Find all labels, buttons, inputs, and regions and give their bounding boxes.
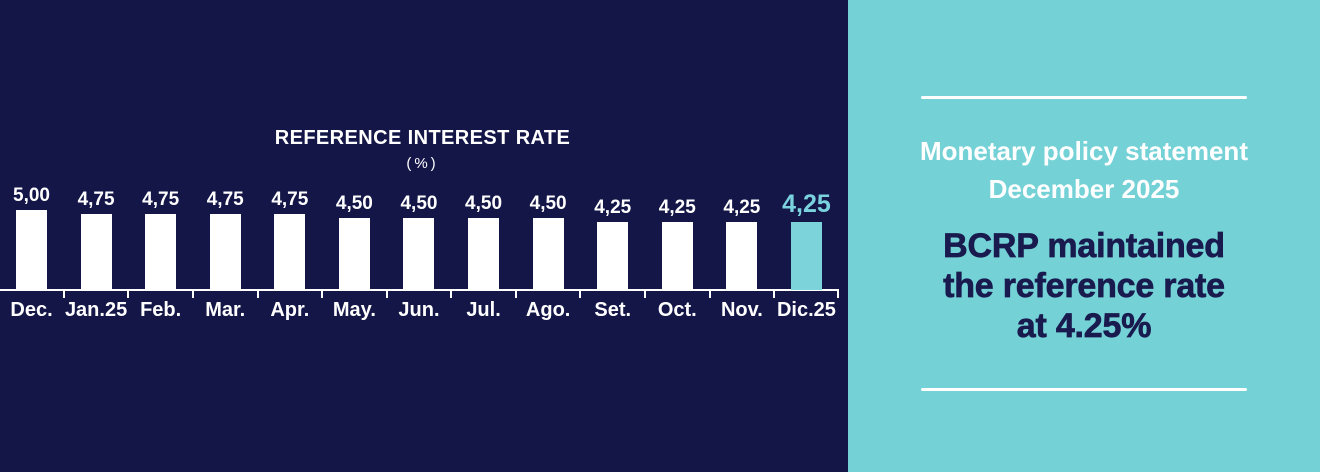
headline-line-3: at 4.25% <box>1016 307 1152 346</box>
month-label-apr: Apr. <box>270 299 310 321</box>
axis-tick <box>708 291 711 298</box>
bar-jul <box>468 218 500 290</box>
statement-line-1: Monetary policy statement <box>920 136 1248 166</box>
statement-headline: BCRP maintained the reference rate at 4.… <box>848 226 1320 346</box>
headline-line-1: BCRP maintained <box>943 227 1226 266</box>
axis-end-tick <box>837 291 839 298</box>
value-label-set: 4,25 <box>594 197 632 218</box>
value-label-jul: 4,50 <box>465 193 503 214</box>
bar-mar <box>209 214 241 290</box>
axis-tick <box>450 291 453 298</box>
value-label-may: 4,50 <box>335 193 373 214</box>
axis-tick <box>321 291 324 298</box>
axis-tick <box>127 291 130 298</box>
axis-tick <box>62 291 65 298</box>
bottom-divider-line <box>921 388 1247 391</box>
value-label-apr: 4,75 <box>271 189 309 210</box>
bar-jun <box>403 218 435 290</box>
month-label-mar: Mar. <box>205 299 246 321</box>
axis-tick <box>514 291 517 298</box>
month-label-nov: Nov. <box>720 299 763 321</box>
chart-header: REFERENCE INTEREST RATE (%) <box>0 127 845 172</box>
value-label-ago: 4,50 <box>529 193 567 214</box>
bar-apr <box>274 214 306 290</box>
axis-tick <box>773 291 776 298</box>
statement-line-2: December 2025 <box>988 174 1180 204</box>
bar-dic25 <box>790 222 822 290</box>
value-label-oct: 4,25 <box>658 197 696 218</box>
axis-tick <box>256 291 259 298</box>
value-label-dec: 5,00 <box>13 185 50 206</box>
x-axis-line <box>0 289 839 291</box>
bar-feb <box>145 214 177 290</box>
headline-line-2: the reference rate <box>943 267 1226 306</box>
value-label-nov: 4,25 <box>723 197 761 218</box>
bar-chart-plot: 5,00 Dec. 4,75 Jan.25 4,75 Feb. 4,75 Mar. 4,75 Ap… <box>0 185 839 321</box>
value-label-jun: 4,50 <box>400 193 438 214</box>
bar-ago <box>532 218 564 290</box>
month-label-dic25: Dic.25 <box>776 299 836 321</box>
bar-may <box>338 218 370 290</box>
month-label-oct: Oct. <box>657 299 697 321</box>
bar-dec <box>16 210 47 290</box>
bar-set <box>597 222 629 290</box>
month-label-jul: Jul. <box>466 299 501 321</box>
chart-title: REFERENCE INTEREST RATE <box>274 127 571 149</box>
value-label-jan25: 4,75 <box>77 189 115 210</box>
bar-nov <box>726 222 758 290</box>
bar-jan25 <box>80 214 112 290</box>
axis-tick <box>191 291 194 298</box>
statement-panel: Monetary policy statement December 2025 … <box>848 0 1320 472</box>
bar-oct <box>661 222 693 290</box>
value-label-feb: 4,75 <box>142 189 180 210</box>
chart-unit-label: (%) <box>406 155 439 172</box>
month-label-ago: Ago. <box>525 299 571 321</box>
axis-tick <box>644 291 646 298</box>
value-label-dic25: 4,25 <box>782 190 831 218</box>
reference-rate-chart-panel: REFERENCE INTEREST RATE (%) 5,00 Dec. 4,75… <box>0 0 848 472</box>
month-label-set: Set. <box>594 299 632 321</box>
statement-subtitle: Monetary policy statement December 2025 <box>848 132 1320 208</box>
month-label-feb: Feb. <box>140 299 182 321</box>
month-label-dec: Dec. <box>10 299 53 321</box>
axis-tick <box>385 291 388 298</box>
top-divider-line <box>921 96 1247 99</box>
month-label-may: May. <box>332 299 376 321</box>
axis-tick <box>579 291 582 298</box>
value-label-mar: 4,75 <box>206 189 244 210</box>
month-label-jan25: Jan.25 <box>64 299 128 321</box>
month-label-jun: Jun. <box>398 299 440 321</box>
